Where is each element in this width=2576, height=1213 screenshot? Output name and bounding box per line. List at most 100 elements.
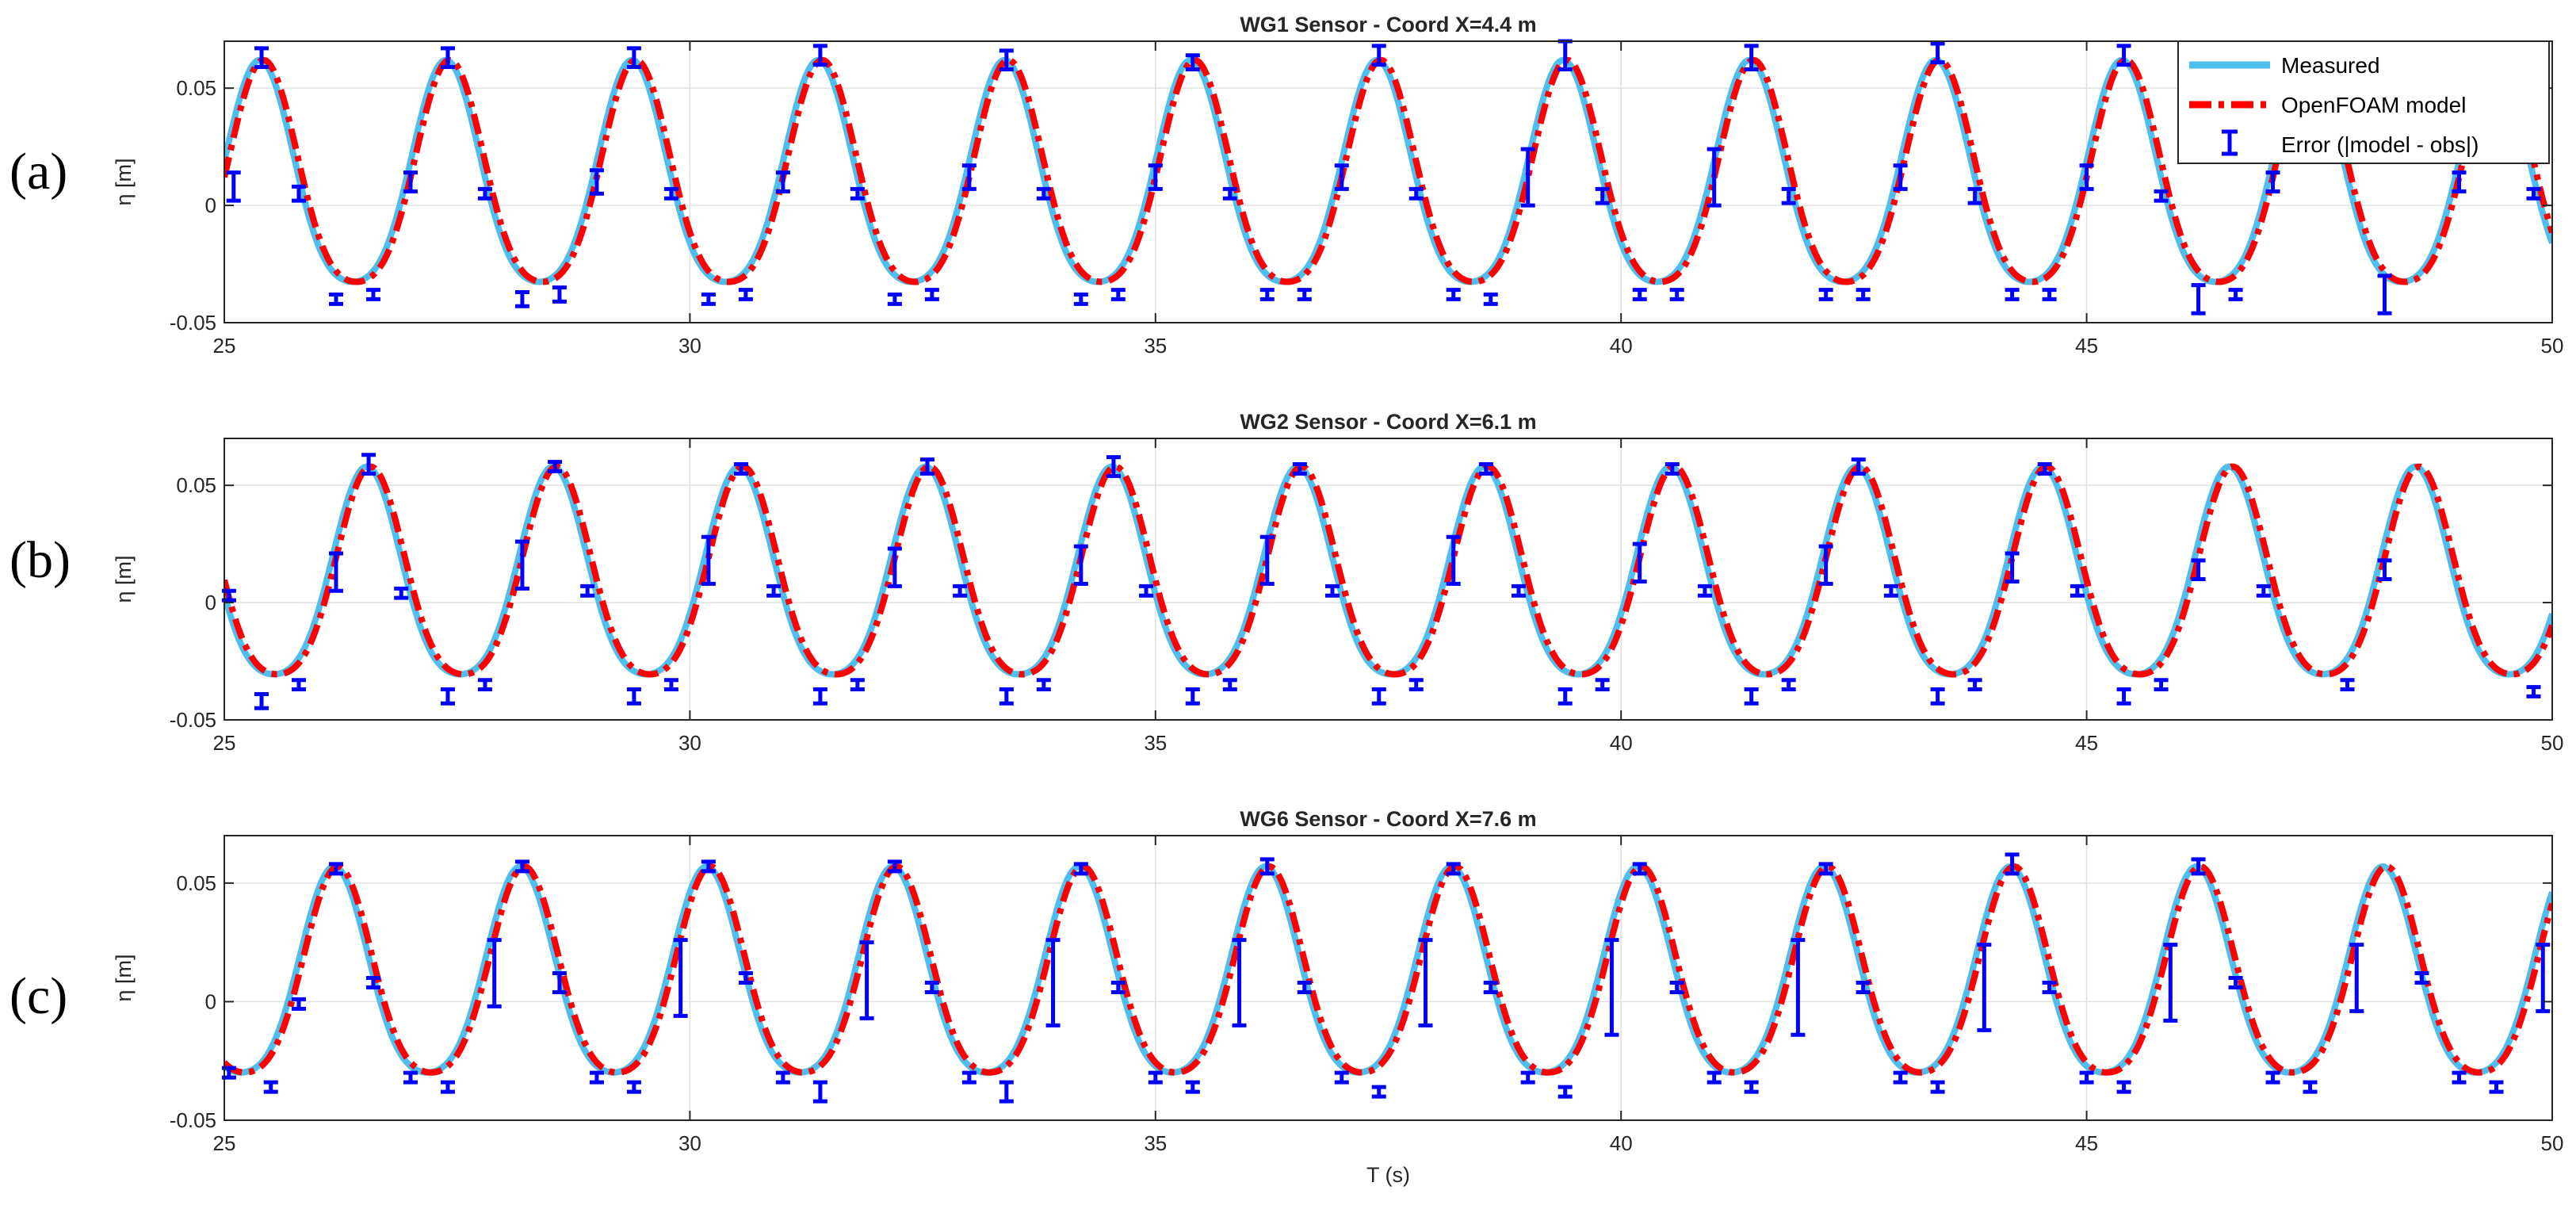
error-bar: [548, 460, 563, 473]
error-bar: [2191, 558, 2206, 581]
error-bar: [2303, 1080, 2318, 1094]
error-bar: [2037, 462, 2052, 476]
error-bar: [2116, 44, 2131, 67]
error-bar: [1297, 980, 1312, 994]
panel-wg2: 25 30 35 40 45 50 -0.05 0 0.05 WG2 Sensor - Coord…: [112, 410, 2563, 755]
error-bar: [1408, 186, 1424, 201]
x-tick-label: 25: [213, 731, 236, 755]
error-bar: [1967, 186, 1982, 205]
error-bar: [1557, 1085, 1573, 1099]
plot-area: [224, 836, 2552, 1120]
error-bar: [775, 1070, 790, 1085]
error-bar: [1664, 462, 1680, 476]
error-bar: [626, 687, 641, 706]
error-bar: [1697, 584, 1712, 598]
error-bar: [1707, 147, 1722, 208]
error-bar: [226, 170, 241, 203]
error-bar: [2163, 943, 2178, 1023]
error-bar: [2265, 1070, 2280, 1085]
error-bar: [1185, 53, 1200, 71]
error-bar: [2377, 274, 2392, 316]
error-bar: [589, 168, 604, 196]
error-bar: [1478, 462, 1493, 476]
error-bar: [1418, 938, 1433, 1027]
error-bar: [589, 1070, 604, 1085]
error-bar: [1604, 938, 1619, 1037]
error-bar: [1483, 980, 1498, 994]
x-tick-label: 45: [2075, 1131, 2098, 1155]
error-bar: [1632, 862, 1647, 876]
error-bar: [291, 997, 306, 1011]
error-bar: [775, 170, 790, 193]
model-series-line: [224, 56, 2552, 285]
y-tick-label: 0.05: [176, 473, 216, 497]
error-bar: [999, 687, 1014, 706]
error-bar: [2116, 1080, 2131, 1094]
error-bar: [328, 293, 343, 306]
legend-error-swatch: [2222, 129, 2238, 156]
x-tick-label: 35: [1144, 334, 1167, 358]
error-bar: [477, 186, 492, 201]
error-bar: [440, 687, 455, 706]
legend: Measured OpenFOAM model Error (|model - …: [2177, 40, 2550, 164]
error-bar: [1930, 1080, 1945, 1094]
error-bar: [1259, 288, 1275, 301]
error-bar: [887, 859, 902, 874]
error-bar: [663, 678, 678, 692]
error-bar: [440, 1080, 455, 1094]
error-bar: [1148, 1070, 1163, 1085]
legend-measured-label: Measured: [2281, 53, 2380, 78]
error-bar: [887, 293, 902, 306]
x-tick-label: 50: [2541, 334, 2564, 358]
error-bar: [812, 44, 827, 67]
plot-title: WG1 Sensor - Coord X=4.4 m: [1240, 13, 1536, 36]
error-bar: [2414, 971, 2429, 985]
error-bar: [1511, 584, 1526, 598]
error-bar: [514, 290, 529, 308]
error-bar: [403, 1070, 418, 1085]
x-tick-label: 30: [678, 334, 701, 358]
legend-model-label: OpenFOAM model: [2281, 93, 2466, 117]
error-bar: [1073, 544, 1088, 586]
y-tick-label: 0.05: [176, 76, 216, 100]
error-bar: [1744, 1080, 1759, 1094]
error-bar: [859, 940, 874, 1020]
error-bar: [1222, 186, 1237, 201]
y-tick-label: 0.05: [176, 871, 216, 895]
x-tick-label: 25: [213, 1131, 236, 1155]
model-series-line: [224, 463, 2552, 678]
error-bar: [2228, 288, 2243, 301]
error-bar: [291, 678, 306, 692]
error-bar: [2154, 678, 2169, 692]
y-axis-label: η [m]: [112, 555, 136, 603]
error-bar: [2536, 943, 2551, 1013]
panel-label-b: (b): [10, 531, 71, 589]
x-tick-label: 40: [1610, 334, 1633, 358]
error-bar: [2452, 170, 2467, 193]
error-bar: [1371, 44, 1386, 67]
x-tick-label: 35: [1144, 1131, 1167, 1155]
error-bar: [2079, 1070, 2094, 1085]
y-tick-label: -0.05: [170, 311, 216, 335]
y-tick-label: 0: [205, 193, 216, 217]
legend-error-label: Error (|model - obs|): [2281, 132, 2479, 157]
error-bar: [1744, 44, 1759, 71]
panel-wg1: 25 30 35 40 45 50 -0.05 0 0.05 WG1 Sensor - Coord…: [112, 13, 2563, 358]
axes-box: [224, 835, 2553, 1121]
error-bar: [626, 46, 641, 70]
y-tick-label: -0.05: [170, 1108, 216, 1132]
x-tick-label: 50: [2541, 731, 2564, 755]
error-bar: [2526, 685, 2541, 698]
error-bar: [1232, 938, 1247, 1027]
error-bar: [1073, 293, 1088, 306]
error-bar: [626, 1080, 641, 1094]
error-bar: [2526, 186, 2541, 201]
error-bar: [1036, 186, 1051, 201]
error-bar: [1856, 980, 1871, 994]
y-axis-label: η [m]: [112, 954, 136, 1001]
panel-label-c: (c): [10, 967, 67, 1025]
error-bar: [2489, 1080, 2504, 1094]
x-tick-label: 25: [213, 334, 236, 358]
error-bar: [1371, 1085, 1386, 1099]
error-bar: [328, 551, 343, 593]
